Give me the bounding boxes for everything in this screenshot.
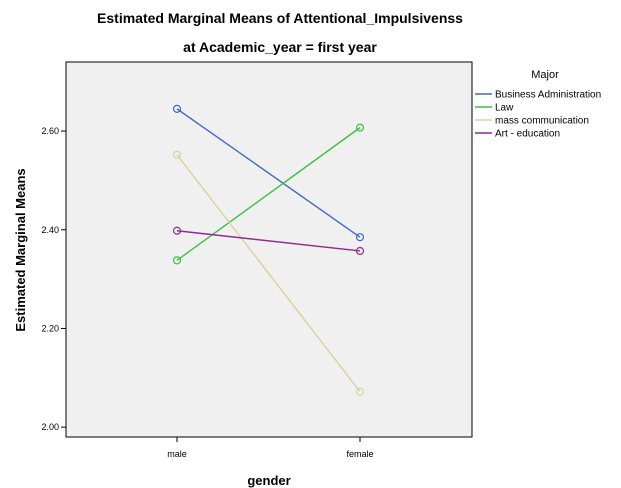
y-tick-label: 2.60 [41, 126, 59, 136]
legend-label: Business Administration [495, 90, 601, 101]
y-tick-label: 2.00 [41, 422, 59, 432]
plot-area [65, 61, 473, 438]
x-axis: male female [167, 437, 374, 459]
y-axis: 2.00 2.20 2.40 2.60 [41, 126, 66, 432]
series-line [176, 154, 361, 393]
series-line [176, 127, 361, 261]
data-point [172, 104, 182, 113]
series-layer [172, 104, 365, 396]
chart-subtitle: at Academic_year = first year [183, 39, 377, 55]
data-point [172, 256, 182, 265]
legend-title: Major [531, 69, 559, 81]
data-point [355, 387, 365, 396]
x-tick-label: female [346, 449, 373, 459]
series-line [176, 230, 361, 252]
legend-label: Art - education [495, 129, 560, 140]
data-point [355, 246, 365, 256]
legend-label: Law [495, 103, 514, 114]
data-point [355, 123, 365, 132]
legend-label: mass communication [495, 116, 589, 127]
chart-title: Estimated Marginal Means of Attentional_… [97, 10, 463, 26]
y-tick-label: 2.20 [41, 323, 59, 333]
data-point [355, 233, 365, 242]
data-point [172, 226, 182, 235]
x-tick-label: male [167, 449, 187, 459]
y-axis-title: Estimated Marginal Means [13, 168, 28, 331]
legend: Major Business Administration Law mass com… [475, 69, 601, 140]
y-tick-label: 2.40 [41, 225, 59, 235]
series-line [176, 108, 361, 238]
x-axis-title: gender [247, 473, 290, 488]
data-point [172, 150, 182, 159]
